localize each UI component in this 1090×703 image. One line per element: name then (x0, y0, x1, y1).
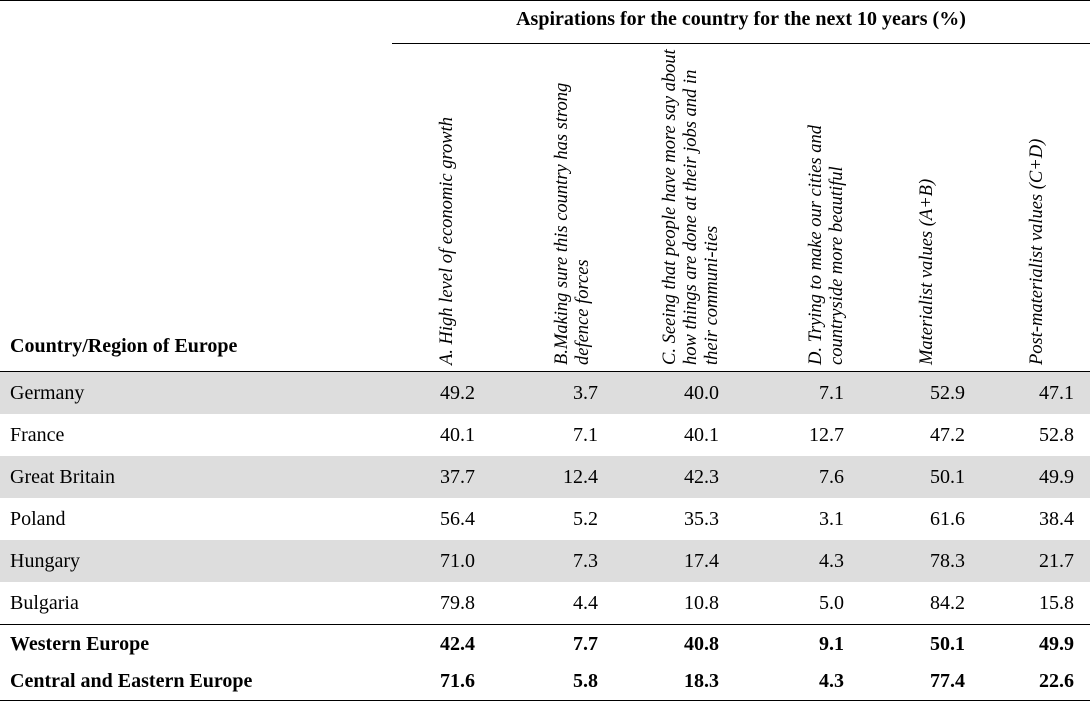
value-materialist: 47.2 (930, 423, 965, 446)
row-label: Great Britain (10, 465, 115, 488)
value-materialist: 61.6 (930, 507, 965, 530)
value-d: 5.0 (819, 591, 844, 614)
value-post-materialist: 52.8 (1039, 423, 1074, 446)
row-label: Germany (10, 381, 85, 404)
value-materialist: 77.4 (930, 669, 965, 692)
row-label: France (10, 423, 65, 446)
value-post-materialist: 38.4 (1039, 507, 1074, 530)
column-header-c: C. Seeing that people have more say abou… (660, 49, 722, 365)
table-bottom-rule (0, 700, 1090, 701)
summary-row: Western Europe 42.4 7.7 40.8 9.1 50.1 49… (0, 625, 1090, 663)
table-row: France 40.1 7.1 40.1 12.7 47.2 52.8 (0, 414, 1090, 456)
column-group-rule (392, 43, 1090, 44)
column-header-b: B.Making sure this country has strong de… (552, 82, 593, 365)
value-a: 37.7 (440, 465, 475, 488)
value-materialist: 78.3 (930, 549, 965, 572)
value-a: 42.4 (440, 632, 475, 655)
value-post-materialist: 49.9 (1039, 632, 1074, 655)
value-b: 7.3 (573, 549, 598, 572)
value-b: 7.1 (573, 423, 598, 446)
value-post-materialist: 47.1 (1039, 381, 1074, 404)
table-row: Germany 49.2 3.7 40.0 7.1 52.9 47.1 (0, 372, 1090, 414)
row-label: Bulgaria (10, 591, 79, 614)
value-materialist: 84.2 (930, 591, 965, 614)
row-label: Central and Eastern Europe (10, 669, 253, 692)
value-b: 4.4 (573, 591, 598, 614)
value-c: 35.3 (684, 507, 719, 530)
value-materialist: 52.9 (930, 381, 965, 404)
column-header-materialist: Materialist values (A+B) (917, 178, 937, 365)
header-rule (0, 371, 1090, 372)
column-header-d: D. Trying to make our cities and country… (806, 125, 847, 365)
value-post-materialist: 21.7 (1039, 549, 1074, 572)
value-a: 49.2 (440, 381, 475, 404)
table-row: Hungary 71.0 7.3 17.4 4.3 78.3 21.7 (0, 540, 1090, 582)
table-top-rule (0, 0, 1090, 1)
column-header-post-materialist: Post-materialist values (C+D) (1027, 138, 1047, 365)
column-header-a: A. High level of economic growth (437, 117, 457, 365)
value-b: 5.2 (573, 507, 598, 530)
value-d: 3.1 (819, 507, 844, 530)
value-d: 12.7 (809, 423, 844, 446)
value-materialist: 50.1 (930, 632, 965, 655)
value-c: 40.8 (684, 632, 719, 655)
row-label: Poland (10, 507, 66, 530)
value-c: 40.1 (684, 423, 719, 446)
summary-row: Central and Eastern Europe 71.6 5.8 18.3… (0, 662, 1090, 700)
value-c: 40.0 (684, 381, 719, 404)
value-d: 7.6 (819, 465, 844, 488)
value-post-materialist: 49.9 (1039, 465, 1074, 488)
table-row: Bulgaria 79.8 4.4 10.8 5.0 84.2 15.8 (0, 582, 1090, 624)
value-materialist: 50.1 (930, 465, 965, 488)
value-a: 56.4 (440, 507, 475, 530)
value-a: 71.0 (440, 549, 475, 572)
value-post-materialist: 15.8 (1039, 591, 1074, 614)
value-b: 7.7 (573, 632, 598, 655)
value-b: 5.8 (573, 669, 598, 692)
value-c: 42.3 (684, 465, 719, 488)
value-c: 17.4 (684, 549, 719, 572)
value-b: 12.4 (563, 465, 598, 488)
value-d: 4.3 (819, 549, 844, 572)
value-d: 9.1 (819, 632, 844, 655)
row-label: Western Europe (10, 632, 150, 655)
value-a: 71.6 (440, 669, 475, 692)
row-label: Hungary (10, 549, 80, 572)
table-row: Poland 56.4 5.2 35.3 3.1 61.6 38.4 (0, 498, 1090, 540)
summary-rule (0, 624, 1090, 625)
value-a: 40.1 (440, 423, 475, 446)
row-label-header: Country/Region of Europe (10, 335, 238, 357)
column-group-header: Aspirations for the country for the next… (516, 8, 966, 30)
value-d: 7.1 (819, 381, 844, 404)
value-a: 79.8 (440, 591, 475, 614)
value-d: 4.3 (819, 669, 844, 692)
value-c: 18.3 (684, 669, 719, 692)
value-post-materialist: 22.6 (1039, 669, 1074, 692)
table-row: Great Britain 37.7 12.4 42.3 7.6 50.1 49… (0, 456, 1090, 498)
value-c: 10.8 (684, 591, 719, 614)
value-b: 3.7 (573, 381, 598, 404)
